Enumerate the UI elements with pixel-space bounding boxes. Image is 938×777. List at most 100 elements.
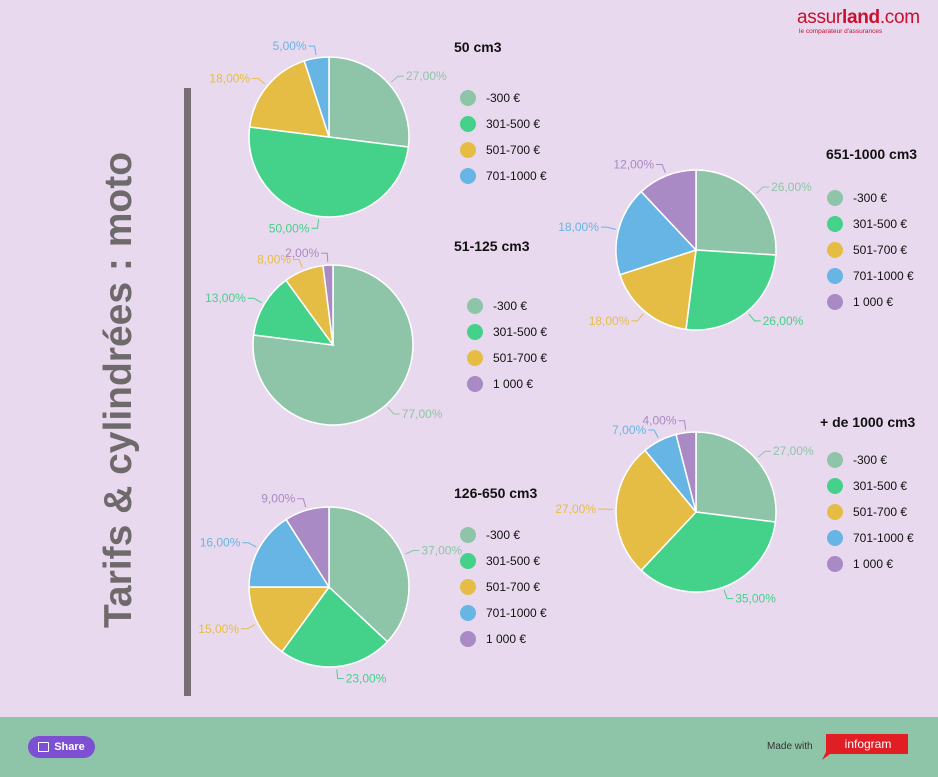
- legend-swatch: [460, 553, 476, 569]
- pie-chart-4: 26,00% 26,00% 18,00% 18,00% 12,00% 651-1000 c…: [558, 146, 917, 331]
- legend-swatch: [460, 605, 476, 621]
- chart-title: 126-650 cm3: [454, 485, 538, 501]
- pie-slice[interactable]: [248, 586, 331, 653]
- legend-swatch: [467, 298, 483, 314]
- pie-slice[interactable]: [615, 190, 698, 276]
- label-leader-line: [678, 420, 687, 430]
- pie-slice[interactable]: [248, 126, 410, 218]
- label-leader-line: [631, 313, 644, 322]
- slice-percent-label: 12,00%: [613, 158, 654, 172]
- label-leader-line: [321, 252, 329, 263]
- legend-label: 301-500 €: [853, 217, 907, 231]
- label-leader-line: [308, 45, 317, 56]
- pie-slice[interactable]: [685, 249, 777, 331]
- slice-percent-label: 2,00%: [285, 246, 319, 260]
- legend-label: 701-1000 €: [486, 606, 547, 620]
- chart-title: 50 cm3: [454, 39, 502, 55]
- logo-text-bold: land: [841, 7, 880, 28]
- label-leader-line: [405, 550, 420, 555]
- share-icon: [38, 742, 50, 752]
- legend-label: -300 €: [486, 528, 520, 542]
- pie-slice[interactable]: [248, 518, 331, 588]
- legend-swatch: [827, 556, 843, 572]
- share-button[interactable]: Share: [28, 736, 95, 758]
- pie-slice[interactable]: [675, 431, 697, 513]
- pie-chart-5: 27,00% 35,00% 27,00% 7,00%4,00% + de 1000 cm…: [555, 414, 915, 606]
- legend-swatch: [467, 376, 483, 392]
- pie-slice[interactable]: [695, 169, 777, 256]
- label-leader-line: [648, 429, 659, 439]
- legend-swatch: [827, 242, 843, 258]
- infogram-logo[interactable]: infogram: [822, 734, 908, 760]
- label-leader-line: [297, 498, 307, 508]
- legend-label: -300 €: [853, 453, 887, 467]
- legend-swatch: [460, 527, 476, 543]
- legend-swatch: [827, 530, 843, 546]
- legend-label: 301-500 €: [493, 325, 547, 339]
- pie-slice[interactable]: [252, 279, 335, 346]
- legend-label: 301-500 €: [486, 554, 540, 568]
- logo-text-suffix: .com: [879, 7, 920, 28]
- pie-slice[interactable]: [615, 449, 697, 572]
- assurland-logo: assurland.com le comparateur d'assurance…: [797, 7, 920, 36]
- legend-label: 701-1000 €: [486, 169, 547, 183]
- slice-percent-label: 13,00%: [205, 291, 246, 305]
- label-leader-line: [247, 297, 262, 304]
- label-leader-line: [390, 75, 404, 83]
- pie-slice[interactable]: [328, 506, 410, 643]
- legend-label: -300 €: [853, 191, 887, 205]
- slice-percent-label: 35,00%: [735, 592, 776, 606]
- legend-label: 1 000 €: [493, 377, 533, 391]
- title-divider-bar: [184, 88, 191, 696]
- infogram-text: infogram: [845, 737, 892, 751]
- legend-swatch: [467, 324, 483, 340]
- pie-slice[interactable]: [280, 585, 389, 668]
- legend-swatch: [827, 504, 843, 520]
- legend-label: 1 000 €: [853, 295, 893, 309]
- infographic-canvas: Tarifs & cylindrées : moto 27,00% 50,00% 1…: [97, 39, 917, 696]
- legend-swatch: [460, 168, 476, 184]
- legend-swatch: [460, 90, 476, 106]
- label-leader-line: [756, 186, 770, 194]
- legend-label: 501-700 €: [493, 351, 547, 365]
- legend-label: 301-500 €: [486, 117, 540, 131]
- pie-chart-2: 77,00% 13,00% 8,00%2,00% 51-125 cm3 -300 € 30…: [205, 238, 547, 426]
- pie-chart-1: 27,00% 50,00% 18,00% 5,00% 50 cm3 -300 € 301-5…: [209, 39, 547, 235]
- slice-percent-label: 27,00%: [555, 502, 596, 516]
- legend-swatch: [827, 452, 843, 468]
- label-leader-line: [723, 589, 734, 600]
- label-leader-line: [600, 226, 616, 230]
- pie-slice[interactable]: [322, 264, 334, 346]
- legend-swatch: [827, 216, 843, 232]
- slice-percent-label: 27,00%: [773, 444, 814, 458]
- legend-swatch: [460, 579, 476, 595]
- label-leader-line: [656, 164, 666, 173]
- legend-label: 1 000 €: [486, 632, 526, 646]
- pie-slice[interactable]: [618, 248, 697, 331]
- slice-percent-label: 18,00%: [589, 314, 630, 328]
- pie-slice[interactable]: [285, 506, 330, 590]
- pie-slice[interactable]: [328, 56, 410, 148]
- legend-swatch: [827, 478, 843, 494]
- slice-percent-label: 4,00%: [642, 414, 676, 428]
- legend-swatch: [827, 190, 843, 206]
- slice-percent-label: 16,00%: [200, 536, 241, 550]
- legend-label: -300 €: [493, 299, 527, 313]
- legend-label: 1 000 €: [853, 557, 893, 571]
- pie-slice[interactable]: [640, 511, 777, 593]
- label-leader-line: [387, 406, 400, 415]
- legend-label: 701-1000 €: [853, 531, 914, 545]
- chart-title: 51-125 cm3: [454, 238, 530, 254]
- legend-swatch: [827, 294, 843, 310]
- legend-swatch: [460, 116, 476, 132]
- pie-chart-3: 37,00% 23,00% 15,00% 16,00% 9,00% 126-650 cm3…: [198, 485, 547, 686]
- label-leader-line: [748, 313, 761, 322]
- legend-label: 501-700 €: [853, 505, 907, 519]
- pie-slice[interactable]: [695, 431, 777, 523]
- pie-slice[interactable]: [248, 59, 331, 138]
- pie-slice[interactable]: [640, 169, 697, 252]
- label-leader-line: [242, 542, 257, 548]
- footer-bar: Share Made with infogram: [0, 717, 938, 777]
- pie-slice[interactable]: [303, 56, 330, 138]
- slice-percent-label: 15,00%: [198, 622, 239, 636]
